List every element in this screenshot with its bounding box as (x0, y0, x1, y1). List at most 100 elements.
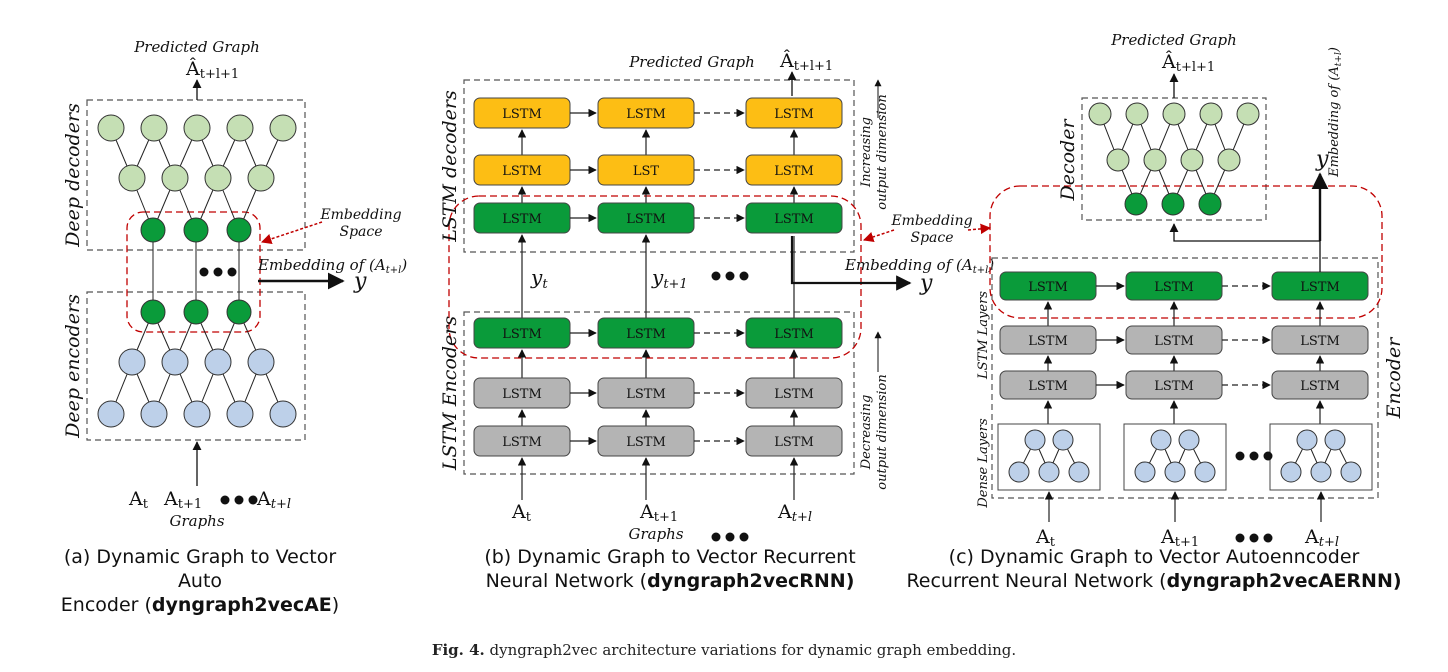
lstm-cell-label: LST (633, 164, 660, 179)
caption-b-line1: (b) Dynamic Graph to Vector Recurrent (484, 546, 856, 568)
lstm-cell-label: LSTM (774, 164, 814, 179)
embedding-of-label-a: Embedding of (At+l) (257, 256, 407, 276)
caption-c-line2: Recurrent Neural Network (dyngraph2vecAE… (906, 570, 1402, 592)
lstm-encoder-cell (1271, 370, 1369, 400)
lstm-cell-label: LSTM (502, 327, 542, 342)
encoder-node (183, 400, 211, 428)
lstm-cell-label: LSTM (502, 387, 542, 402)
encoder-box (991, 257, 1379, 499)
y-t1-label: yt+1 (651, 265, 688, 292)
embedding-space-region-a (126, 211, 261, 333)
decoder-node (247, 164, 275, 192)
lstm-cell-label: LSTM (774, 387, 814, 402)
embedding-space-region-c (989, 185, 1383, 319)
caption-c-line1: (c) Dynamic Graph to Vector Autoenncoder (948, 546, 1360, 568)
predicted-graph-label-a: Predicted Graph (133, 38, 260, 56)
lstm-cell-label: LSTM (1300, 379, 1340, 394)
caption-a-bold: dyngraph2vecAE (151, 594, 332, 616)
caption-c: (c) Dynamic Graph to Vector Autoenncoder… (900, 545, 1408, 593)
encoder-node (247, 348, 275, 376)
decoder-node (204, 164, 232, 192)
caption-a-line2: Encoder (dyngraph2vecAE) (60, 594, 340, 616)
decoder-node (161, 164, 189, 192)
lstm-embedding-cell (745, 202, 843, 234)
lstm-layers-label: LSTM Layers (976, 291, 991, 380)
ellipsis-dot (711, 271, 721, 281)
ellipsis-dot (739, 532, 749, 542)
ellipsis-dot (711, 532, 721, 542)
decoder-node (118, 164, 146, 192)
y-label-c: y (1315, 147, 1329, 172)
encoder-node (140, 400, 168, 428)
dense-node (1134, 461, 1156, 483)
decoder-node (1106, 148, 1130, 172)
panel-b: LSTM LSTM LSTM LSTM LST LSTM LSTM LSTM LSTM LSTM L… (439, 49, 994, 543)
caption-a: (a) Dynamic Graph to Vector Auto Encoder… (40, 545, 360, 617)
ellipsis-dot (1249, 533, 1259, 543)
lstm-cell-label: LSTM (502, 435, 542, 450)
lstm-cell-label: LSTM (1300, 334, 1340, 349)
lstm-cell-label: LSTM (502, 107, 542, 122)
decoder-node (1180, 148, 1204, 172)
ellipsis-dot (1235, 533, 1245, 543)
y-t-label: yt (530, 265, 548, 292)
output-label-b: Ât+l+1 (779, 49, 833, 74)
caption-b: (b) Dynamic Graph to Vector Recurrent Ne… (470, 545, 870, 593)
caption-b-bold: dyngraph2vecRNN) (647, 570, 855, 592)
lstm-cell-label: LSTM (1300, 280, 1340, 295)
input-label-a-tl: At+l (256, 488, 291, 512)
deep-decoders-label: Deep decoders (62, 103, 84, 248)
dense-node (1038, 461, 1060, 483)
lstm-encoder-cell (1271, 325, 1369, 355)
dense-node (1052, 429, 1074, 451)
lstm-cell-label: LSTM (1028, 379, 1068, 394)
lstm-cell-label: LSTM (1028, 334, 1068, 349)
figure-caption-label: Fig. 4. (431, 641, 485, 659)
embedding-pointer-c (967, 223, 992, 235)
dense-layer-box (997, 423, 1101, 491)
embedding-pointer-b (863, 229, 895, 242)
output-label-c: Ât+l+1 (1161, 50, 1215, 75)
panel-c: LSTM LSTM LSTM LSTM LSTM LSTM LSTM LSTM LSTM Pre… (976, 31, 1405, 550)
input-label-a-t1: At+1 (163, 488, 202, 512)
dense-node (1150, 429, 1172, 451)
input-label-c-t1: At+1 (1160, 526, 1199, 550)
decoder-node (1217, 148, 1241, 172)
predicted-graph-label-c: Predicted Graph (1110, 31, 1237, 49)
encoder-node (161, 348, 189, 376)
lstm-cell-label: LSTM (774, 212, 814, 227)
deep-encoders-label: Deep encoders (62, 294, 84, 439)
embedding-of-vertical-label: Embedding of (At+l) (1327, 47, 1344, 178)
input-label-b-tl: At+l (777, 501, 812, 525)
ellipsis-dot (213, 267, 223, 277)
ellipsis-dot (248, 495, 258, 505)
lstm-cell-label: LSTM (1154, 280, 1194, 295)
embedding-space-region-b (448, 195, 862, 359)
embedding-space-label-bc: Embedding Space (890, 213, 972, 246)
ellipsis-dot (220, 495, 230, 505)
lstm-cell-label: LSTM (626, 435, 666, 450)
dense-node (1024, 429, 1046, 451)
input-label-b-t1: At+1 (639, 501, 678, 525)
lstm-cell-label: LSTM (626, 387, 666, 402)
dense-node (1296, 429, 1318, 451)
decoder-label: Decoder (1057, 118, 1079, 202)
graphs-label-a: Graphs (169, 512, 224, 530)
predicted-graph-label-b: Predicted Graph (628, 53, 755, 71)
ellipsis-dot (739, 271, 749, 281)
encoder-label: Encoder (1383, 336, 1405, 420)
caption-a-line1: (a) Dynamic Graph to Vector Auto (63, 546, 337, 592)
lstm-decoders-label: LSTM decoders (439, 90, 461, 243)
embedding-pointer-a (261, 221, 323, 244)
y-label-b: y (919, 271, 933, 296)
lstm-cell-label: LSTM (1154, 334, 1194, 349)
decoder-node (1125, 102, 1149, 126)
decoder-embedding-node (1161, 192, 1185, 216)
lstm-encoder-cell (745, 425, 843, 457)
figure-caption: Fig. 4. dyngraph2vec architecture variat… (0, 641, 1448, 659)
dense-node (1068, 461, 1090, 483)
lstm-cell-label: LSTM (774, 107, 814, 122)
input-label-c-t: At (1035, 526, 1056, 550)
lstm-decoders-box (463, 79, 855, 253)
decoder-node (183, 114, 211, 142)
